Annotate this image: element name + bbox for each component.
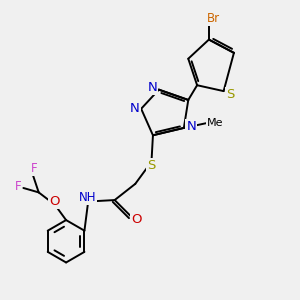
Text: N: N — [186, 120, 196, 133]
Text: S: S — [147, 159, 156, 172]
Text: NH: NH — [79, 191, 96, 205]
Text: F: F — [15, 180, 21, 193]
Text: N: N — [130, 102, 140, 115]
Text: Me: Me — [207, 118, 224, 128]
Text: N: N — [148, 81, 157, 94]
Text: O: O — [49, 195, 60, 208]
Text: Br: Br — [207, 12, 220, 25]
Text: S: S — [226, 88, 234, 101]
Text: O: O — [131, 213, 142, 226]
Text: F: F — [31, 162, 38, 175]
